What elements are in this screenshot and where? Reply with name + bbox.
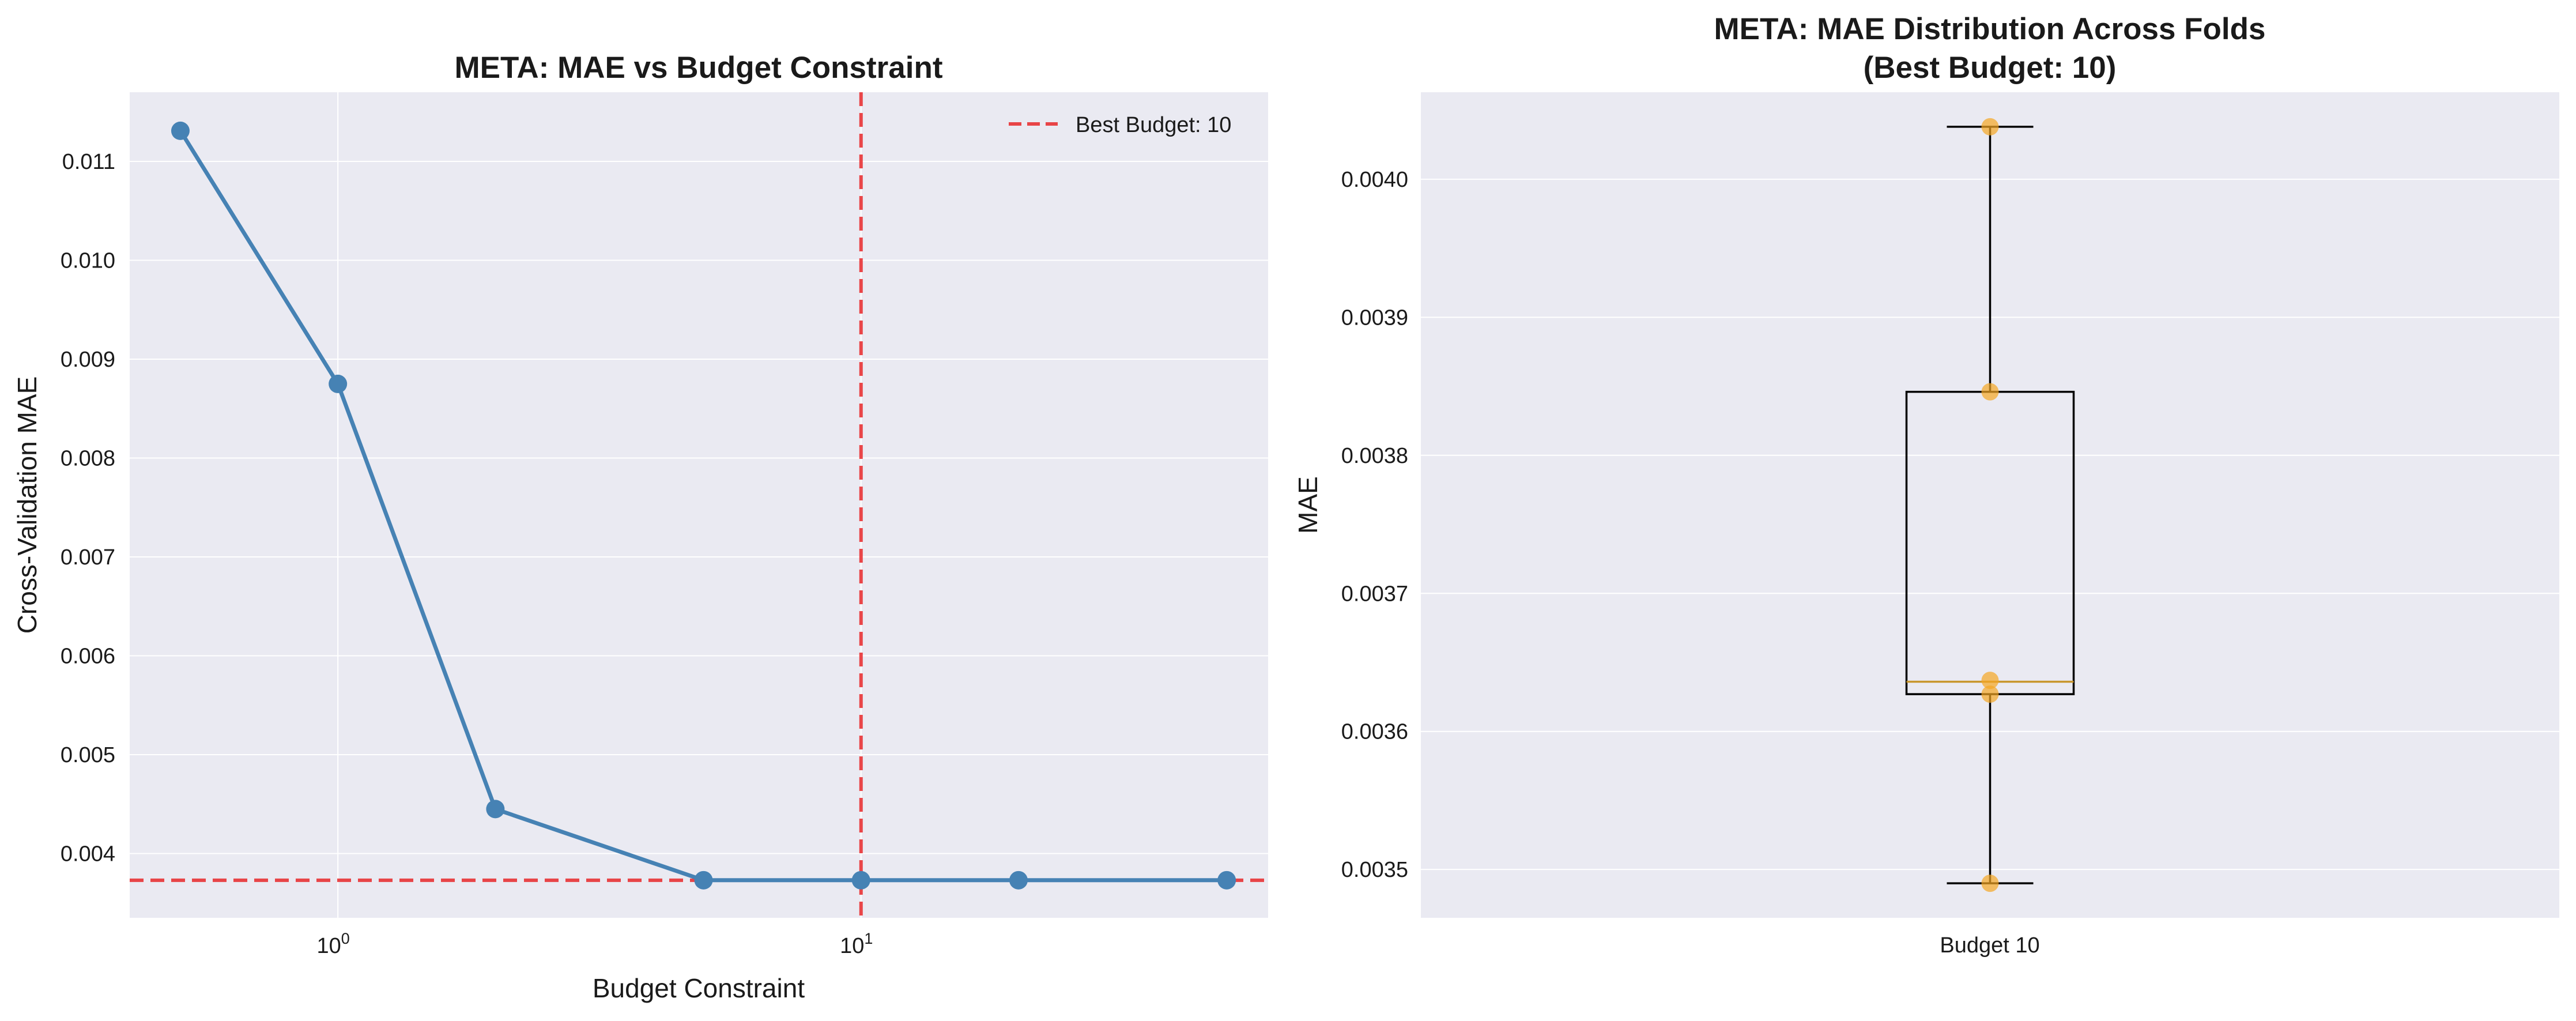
left-chart-title: META: MAE vs Budget Constraint <box>454 51 942 85</box>
fold-mae-point <box>1981 118 1999 135</box>
left-y-tick-label: 0.007 <box>61 545 115 570</box>
legend-label: Best Budget: 10 <box>1076 113 1231 137</box>
right-y-axis-label: MAE <box>1293 476 1323 534</box>
right-points <box>1981 118 1999 892</box>
left-y-tick-label: 0.004 <box>61 842 115 866</box>
mae-data-point <box>1009 871 1028 890</box>
left-chart: 0.004 0.005 0.006 0.007 0.008 0.009 0.010 0.011… <box>12 51 1268 1003</box>
left-y-tick-label: 0.010 <box>61 249 115 273</box>
right-chart-title-line2: (Best Budget: 10) <box>1864 51 2117 85</box>
left-y-tick-label: 0.011 <box>62 150 115 174</box>
right-y-tick-label: 0.0037 <box>1341 582 1408 606</box>
right-chart-title-line1: META: MAE Distribution Across Folds <box>1714 12 2266 46</box>
right-y-tick-label: 0.0036 <box>1341 720 1408 744</box>
left-x-tick-label: 100 <box>317 930 350 958</box>
left-y-ticks: 0.004 0.005 0.006 0.007 0.008 0.009 0.010 0.011 <box>61 150 115 866</box>
left-plot-area <box>130 92 1268 918</box>
right-y-tick-label: 0.0035 <box>1341 858 1408 882</box>
right-chart: 0.0035 0.0036 0.0037 0.0038 0.0039 0.0040 MET… <box>1293 12 2559 958</box>
mae-data-point <box>486 800 505 819</box>
left-x-ticks: 100 101 <box>317 930 873 958</box>
right-y-tick-label: 0.0040 <box>1341 168 1408 192</box>
left-y-tick-label: 0.009 <box>61 348 115 372</box>
fold-mae-point <box>1981 672 1999 690</box>
fold-mae-point <box>1981 685 1999 703</box>
mae-data-point <box>694 871 713 890</box>
right-y-ticks: 0.0035 0.0036 0.0037 0.0038 0.0039 0.0040 <box>1341 168 1408 882</box>
left-x-tick-label: 101 <box>840 930 873 958</box>
left-legend: Best Budget: 10 <box>996 101 1258 147</box>
fold-mae-point <box>1981 383 1999 401</box>
fold-mae-point <box>1981 875 1999 892</box>
right-y-tick-label: 0.0039 <box>1341 306 1408 330</box>
left-series <box>171 121 1236 890</box>
left-x-axis-label: Budget Constraint <box>593 973 805 1003</box>
left-y-tick-label: 0.005 <box>61 743 115 767</box>
mae-data-point <box>851 871 870 890</box>
right-y-tick-label: 0.0038 <box>1341 444 1408 468</box>
right-x-tick-label: Budget 10 <box>1940 933 2039 958</box>
mae-data-point <box>1217 871 1236 890</box>
mae-data-point <box>329 374 348 393</box>
legend-box <box>996 101 1258 147</box>
mae-data-point <box>171 121 190 140</box>
left-y-axis-label: Cross-Validation MAE <box>12 376 42 634</box>
left-y-tick-label: 0.008 <box>61 447 115 471</box>
left-y-tick-label: 0.006 <box>61 645 115 669</box>
